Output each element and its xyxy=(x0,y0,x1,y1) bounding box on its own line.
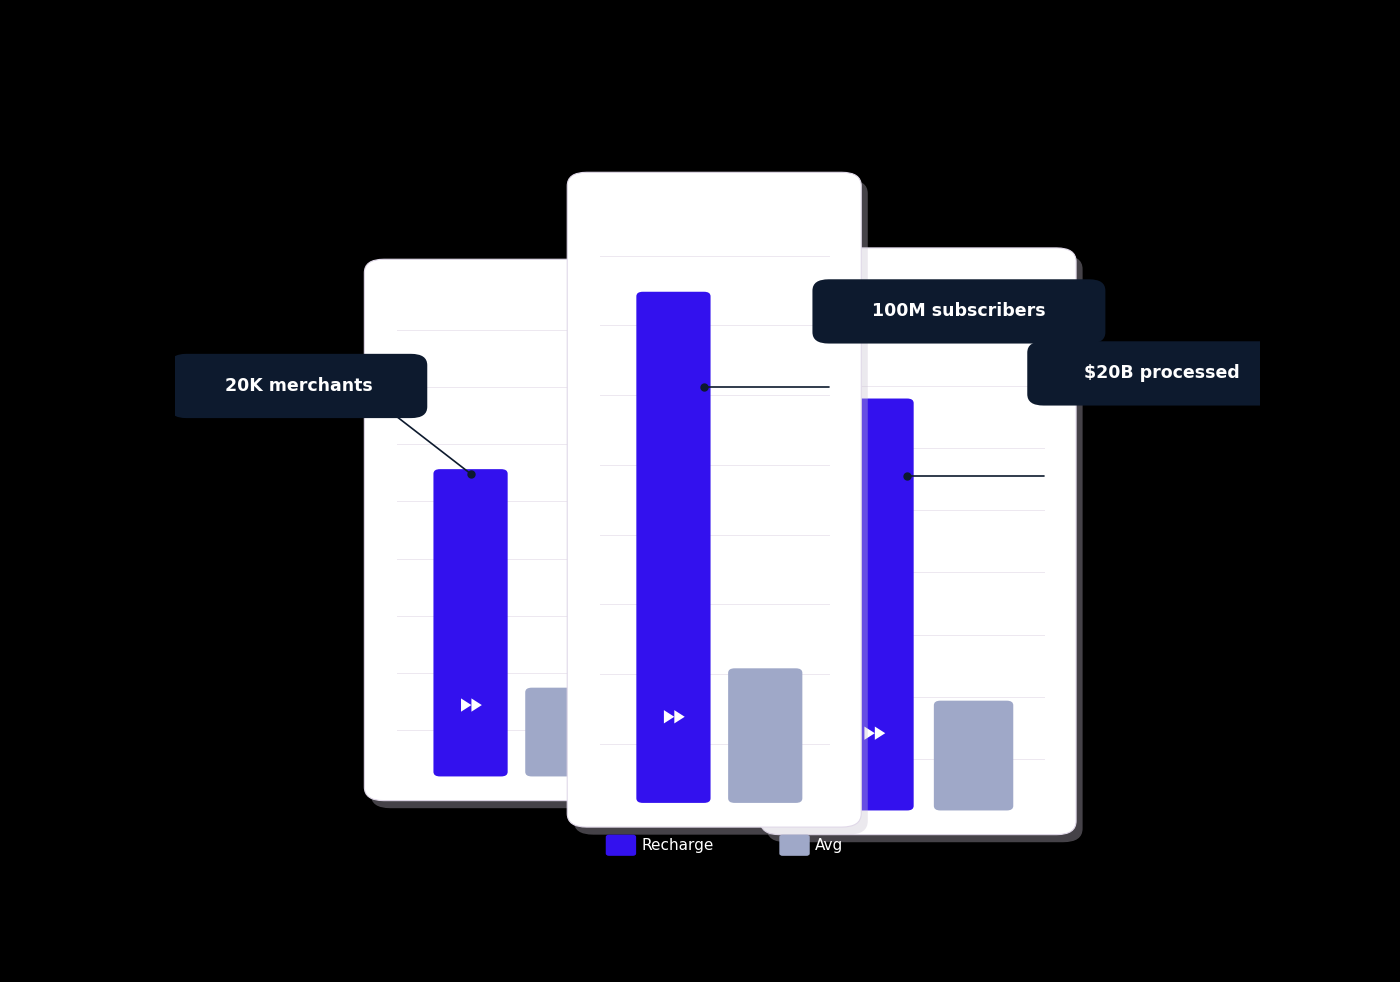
Text: $20B processed: $20B processed xyxy=(1084,364,1239,382)
FancyBboxPatch shape xyxy=(567,172,861,827)
FancyBboxPatch shape xyxy=(812,279,1106,344)
Text: 20K merchants: 20K merchants xyxy=(225,377,372,395)
Text: Avg: Avg xyxy=(815,838,843,852)
FancyBboxPatch shape xyxy=(171,354,427,418)
FancyBboxPatch shape xyxy=(434,469,508,777)
FancyBboxPatch shape xyxy=(728,669,802,803)
FancyBboxPatch shape xyxy=(1028,342,1296,406)
FancyBboxPatch shape xyxy=(934,701,1014,810)
FancyBboxPatch shape xyxy=(364,259,658,800)
Polygon shape xyxy=(664,710,675,724)
Text: 100M subscribers: 100M subscribers xyxy=(872,302,1046,320)
FancyBboxPatch shape xyxy=(637,292,711,803)
Text: Recharge: Recharge xyxy=(641,838,714,852)
FancyBboxPatch shape xyxy=(834,399,914,810)
FancyBboxPatch shape xyxy=(525,687,599,777)
Polygon shape xyxy=(875,727,885,739)
FancyBboxPatch shape xyxy=(780,835,809,856)
FancyBboxPatch shape xyxy=(371,267,665,808)
FancyBboxPatch shape xyxy=(760,247,1077,835)
Polygon shape xyxy=(472,698,482,712)
Polygon shape xyxy=(675,710,685,724)
FancyBboxPatch shape xyxy=(767,255,1082,843)
FancyBboxPatch shape xyxy=(606,835,636,856)
Polygon shape xyxy=(864,727,875,739)
FancyBboxPatch shape xyxy=(574,180,868,835)
Polygon shape xyxy=(461,698,472,712)
